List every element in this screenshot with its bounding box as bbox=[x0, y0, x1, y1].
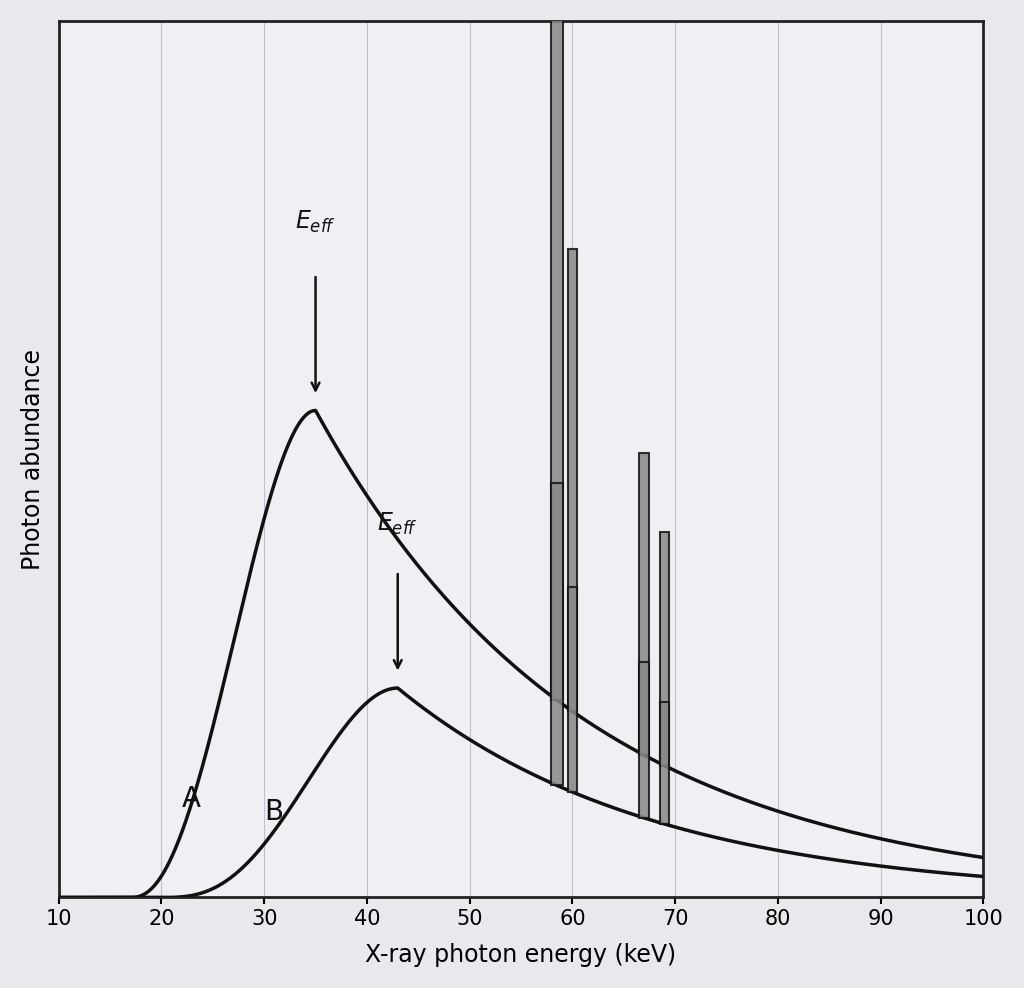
X-axis label: X-ray photon energy (keV): X-ray photon energy (keV) bbox=[366, 944, 677, 967]
Bar bbox=[551, 0, 562, 700]
Bar bbox=[639, 453, 649, 755]
Text: $E_\mathregular{eff}$: $E_\mathregular{eff}$ bbox=[377, 511, 418, 537]
Bar bbox=[660, 532, 670, 766]
Text: A: A bbox=[182, 785, 201, 813]
Text: B: B bbox=[264, 797, 284, 826]
Bar bbox=[567, 249, 577, 711]
Bar bbox=[639, 662, 649, 818]
Bar bbox=[567, 588, 577, 792]
Y-axis label: Photon abundance: Photon abundance bbox=[20, 349, 45, 570]
Text: $E_\mathregular{eff}$: $E_\mathregular{eff}$ bbox=[295, 209, 336, 235]
Bar bbox=[660, 702, 670, 824]
Bar bbox=[551, 483, 562, 785]
